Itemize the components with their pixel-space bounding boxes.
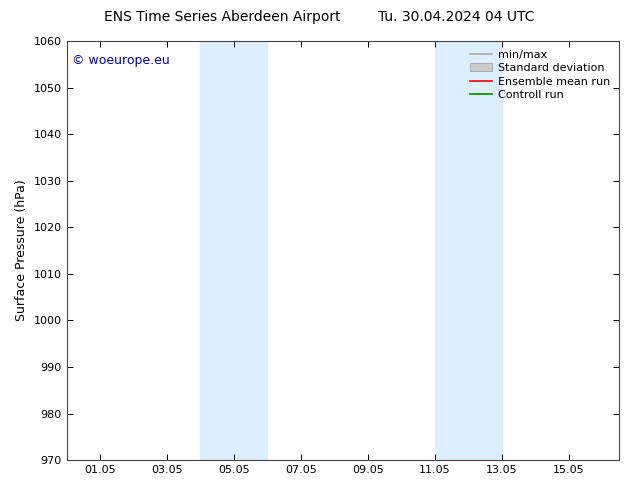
Bar [435, 41, 502, 460]
Y-axis label: Surface Pressure (hPa): Surface Pressure (hPa) [15, 180, 28, 321]
Text: © woeurope.eu: © woeurope.eu [72, 53, 170, 67]
Text: Tu. 30.04.2024 04 UTC: Tu. 30.04.2024 04 UTC [378, 10, 534, 24]
Legend: min/max, Standard deviation, Ensemble mean run, Controll run: min/max, Standard deviation, Ensemble me… [465, 46, 614, 104]
Bar [200, 41, 268, 460]
Text: ENS Time Series Aberdeen Airport: ENS Time Series Aberdeen Airport [103, 10, 340, 24]
